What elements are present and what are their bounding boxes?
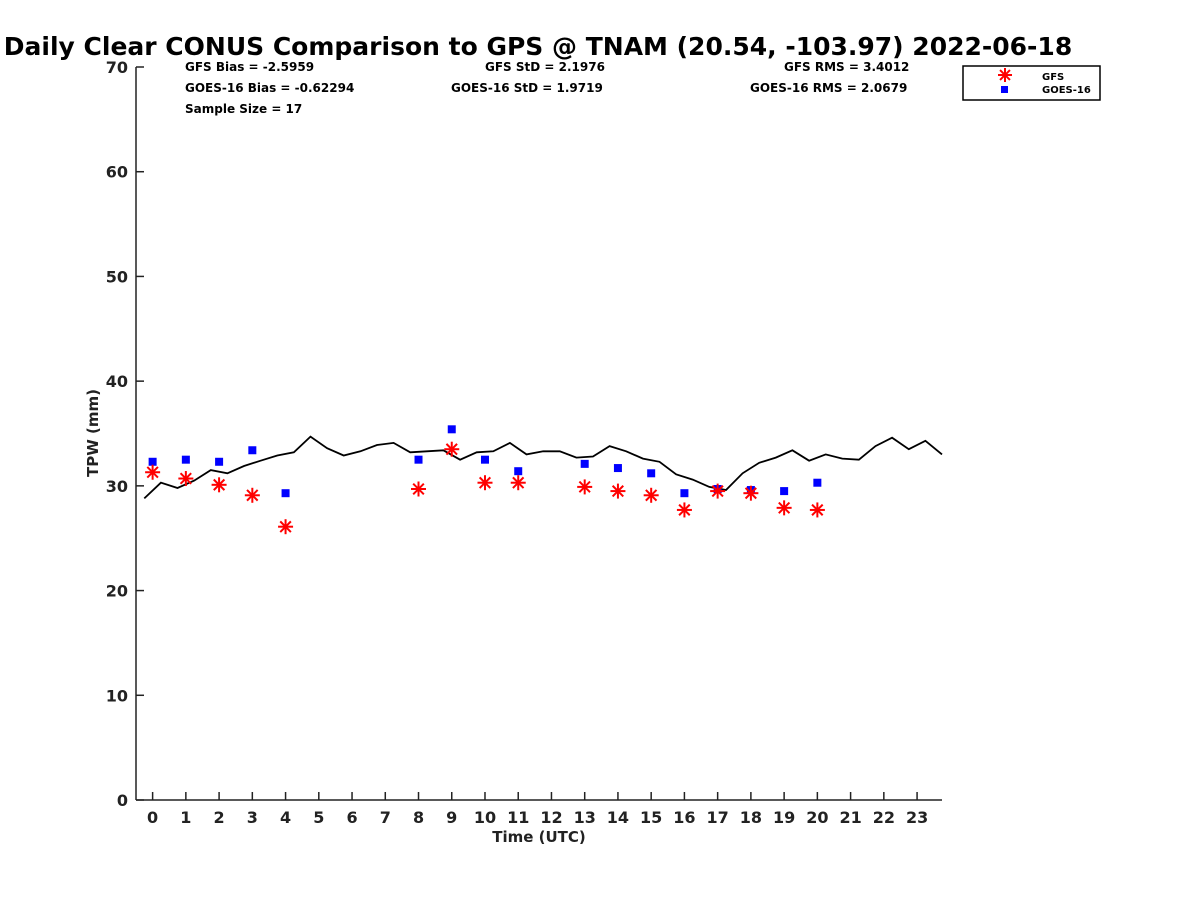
goes-16-point (480, 455, 489, 464)
gfs-point (776, 500, 792, 516)
y-tick-label: 60 (106, 163, 128, 182)
legend-gfs-asterisk (998, 68, 1012, 82)
x-tick-label: 10 (474, 808, 496, 827)
gfs-point (411, 481, 427, 497)
x-tick-label: 2 (214, 808, 225, 827)
gfs-point (577, 479, 593, 495)
x-tick-label: 3 (247, 808, 258, 827)
y-tick-label: 0 (117, 791, 128, 810)
y-tick-label: 30 (106, 477, 128, 496)
x-tick-label: 19 (773, 808, 795, 827)
gfs-point (743, 485, 759, 501)
y-axis-label: TPW (mm) (84, 389, 102, 477)
goes-16-point (181, 455, 190, 464)
goes-rms-text: GOES-16 RMS = 2.0679 (750, 81, 907, 95)
y-tick-label: 20 (106, 582, 128, 601)
y-tick-label: 40 (106, 372, 128, 391)
x-axis-label: Time (UTC) (492, 828, 586, 846)
gfs-point (710, 483, 726, 499)
legend-goes-marker (1001, 86, 1008, 93)
gfs-point (278, 519, 294, 535)
gfs-point (643, 487, 659, 503)
legend-gfs-label: GFS (1042, 72, 1064, 83)
gfs-point (510, 475, 526, 491)
x-tick-label: 16 (673, 808, 695, 827)
legend: GFS GOES-16 (962, 65, 1101, 101)
x-tick-label: 7 (380, 808, 391, 827)
goes-16-point (613, 464, 622, 473)
goes-16-point (414, 455, 423, 464)
x-tick-label: 20 (806, 808, 828, 827)
x-tick-label: 9 (446, 808, 457, 827)
goes-16-point (514, 467, 523, 476)
gfs-std-text: GFS StD = 2.1976 (485, 60, 605, 74)
x-tick-label: 1 (180, 808, 191, 827)
sample-size-text: Sample Size = 17 (185, 102, 302, 116)
x-tick-label: 21 (839, 808, 861, 827)
chart-title: Daily Clear CONUS Comparison to GPS @ TN… (4, 32, 1072, 61)
x-axis-ticks: 0 1 2 3 4 5 6 7 8 9 10 11 12 13 14 15 16 17 18 19 20 21 22 23 (147, 792, 928, 827)
goes-std-text: GOES-16 StD = 1.9719 (451, 81, 603, 95)
x-tick-label: 8 (413, 808, 424, 827)
legend-goes-label: GOES-16 (1042, 85, 1091, 96)
x-tick-label: 13 (574, 808, 596, 827)
x-tick-label: 0 (147, 808, 158, 827)
gfs-point (610, 483, 626, 499)
gfs-rms-text: GFS RMS = 3.4012 (784, 60, 909, 74)
gfs-point (145, 464, 161, 480)
goes-16-point (248, 446, 257, 455)
gfs-point (676, 502, 692, 518)
x-tick-label: 18 (740, 808, 762, 827)
goes-16-point (447, 425, 456, 434)
goes-16-point (813, 478, 822, 487)
x-tick-label: 22 (873, 808, 895, 827)
x-tick-label: 15 (640, 808, 662, 827)
goes-16-point (780, 487, 789, 496)
gfs-point (178, 471, 194, 487)
gfs-point (444, 441, 460, 457)
goes-16-point (215, 457, 224, 466)
x-tick-label: 4 (280, 808, 291, 827)
x-tick-label: 5 (313, 808, 324, 827)
goes-16-point (647, 469, 656, 478)
y-tick-label: 50 (106, 267, 128, 286)
gfs-bias-text: GFS Bias = -2.5959 (185, 60, 314, 74)
gfs-point (211, 477, 227, 493)
gfs-point (809, 502, 825, 518)
x-tick-label: 14 (607, 808, 629, 827)
legend-gfs-marker (998, 68, 1012, 82)
x-tick-label: 23 (906, 808, 928, 827)
goes-16-point (148, 457, 157, 466)
goes-16-point (680, 489, 689, 498)
plot-area (143, 425, 943, 535)
goes-bias-text: GOES-16 Bias = -0.62294 (185, 81, 354, 95)
gfs-point (477, 475, 493, 491)
x-tick-label: 17 (707, 808, 729, 827)
legend-box (962, 65, 1101, 101)
goes-16-point (580, 459, 589, 468)
y-tick-label: 70 (106, 58, 128, 77)
y-tick-label: 10 (106, 686, 128, 705)
x-tick-label: 11 (507, 808, 529, 827)
gps-tpw-line (143, 435, 943, 500)
y-axis-ticks: 0 10 20 30 40 50 60 70 (106, 58, 144, 810)
x-tick-label: 12 (540, 808, 562, 827)
x-tick-label: 6 (346, 808, 357, 827)
gfs-point (244, 487, 260, 503)
goes-16-point (281, 489, 290, 498)
